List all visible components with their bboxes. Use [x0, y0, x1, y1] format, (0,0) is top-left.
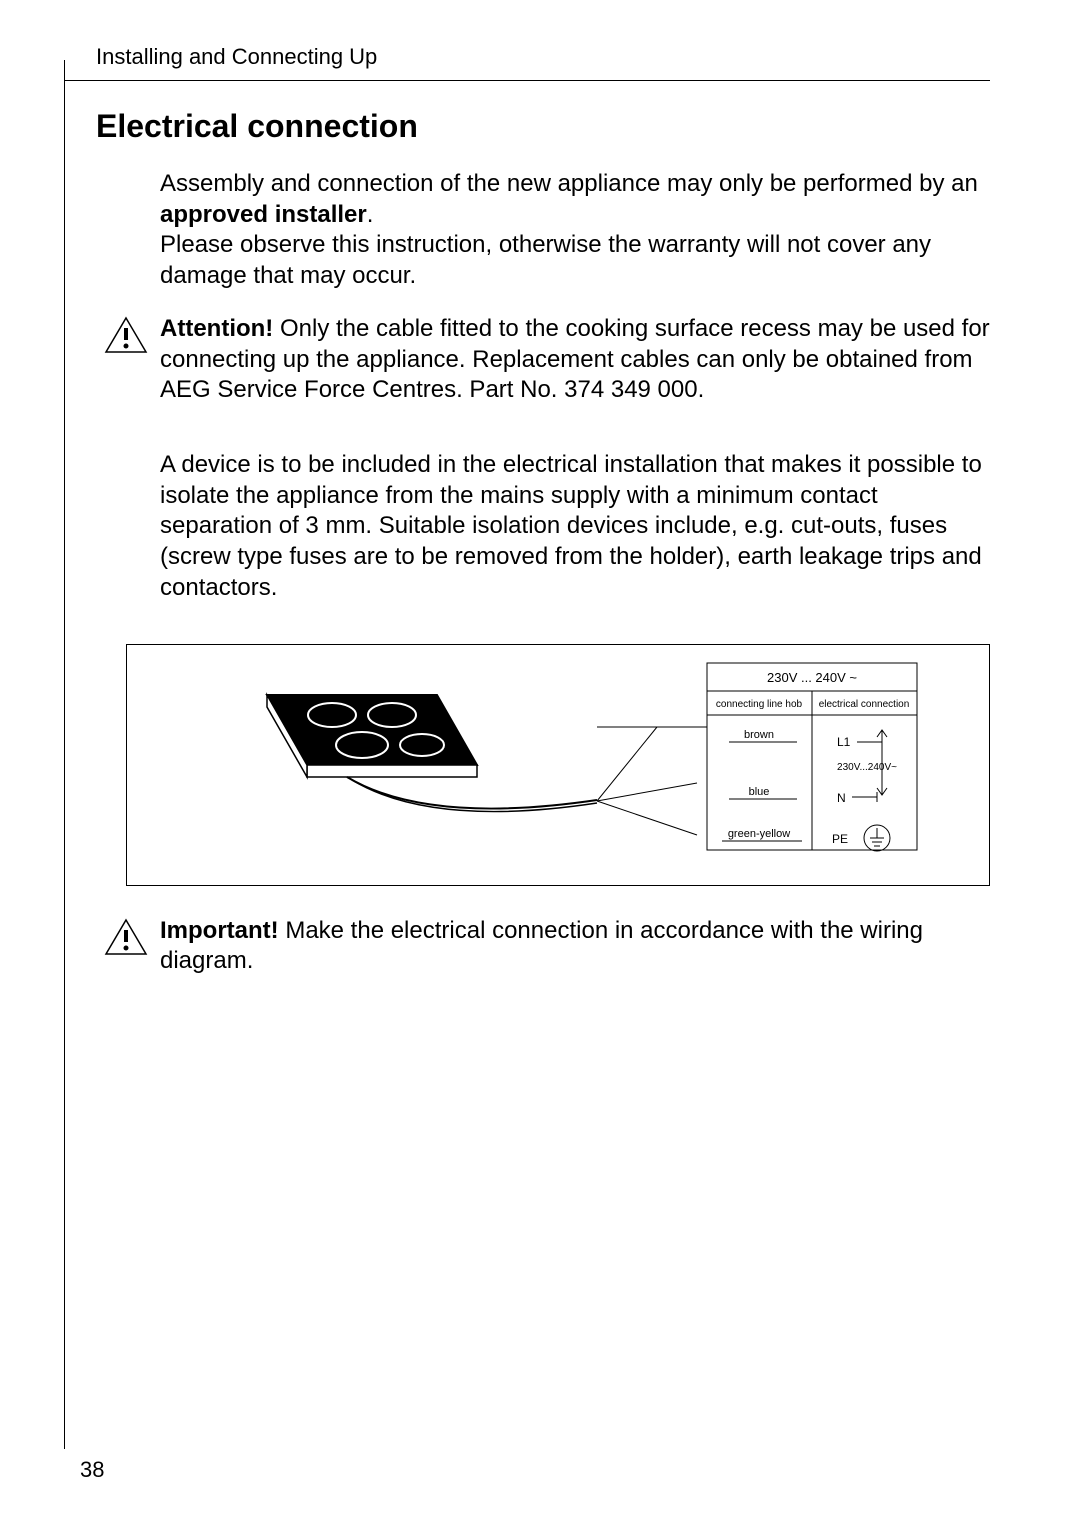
- intro-line2: Please observe this instruction, otherwi…: [160, 231, 931, 289]
- important-text: Important! Make the electrical connectio…: [160, 916, 990, 977]
- vertical-rule: [64, 60, 65, 1449]
- section-title: Electrical connection: [96, 108, 990, 145]
- attention-label: Attention!: [160, 315, 273, 342]
- intro-pre: Assembly and connection of the new appli…: [160, 170, 978, 197]
- wiring-diagram: 230V ... 240V ~ connecting line hob elec…: [126, 644, 990, 886]
- warning-icon: [104, 316, 148, 359]
- voltage-header: 230V ... 240V ~: [767, 670, 857, 685]
- col2-label: electrical connection: [819, 699, 910, 710]
- sub-voltage: 230V...240V~: [837, 762, 897, 773]
- intro-post: .: [367, 201, 374, 228]
- terminal-PE: PE: [832, 832, 848, 846]
- attention-body: Only the cable fitted to the cooking sur…: [160, 315, 990, 403]
- connection-table: 230V ... 240V ~ connecting line hob elec…: [707, 663, 917, 851]
- attention-text: Attention! Only the cable fitted to the …: [160, 314, 990, 406]
- isolation-paragraph: A device is to be included in the electr…: [160, 450, 990, 604]
- page-content: Electrical connection Assembly and conne…: [96, 108, 990, 977]
- page-number: 38: [80, 1457, 104, 1483]
- col1-label: connecting line hob: [716, 699, 803, 710]
- warning-icon: [104, 918, 148, 961]
- wiring-diagram-svg: 230V ... 240V ~ connecting line hob elec…: [127, 645, 989, 885]
- hob-illustration: [267, 695, 707, 835]
- wire-green-yellow: green-yellow: [728, 828, 790, 840]
- terminal-N: N: [837, 791, 846, 805]
- intro-paragraph: Assembly and connection of the new appli…: [160, 169, 990, 292]
- important-block: Important! Make the electrical connectio…: [96, 916, 990, 977]
- wire-brown: brown: [744, 729, 774, 741]
- manual-page: Installing and Connecting Up Electrical …: [0, 0, 1080, 1529]
- horizontal-rule: [64, 80, 990, 81]
- wire-blue: blue: [749, 786, 770, 798]
- attention-block: Attention! Only the cable fitted to the …: [96, 314, 990, 406]
- terminal-L1: L1: [837, 735, 851, 749]
- intro-bold: approved installer: [160, 201, 367, 228]
- important-label: Important!: [160, 917, 279, 944]
- page-header: Installing and Connecting Up: [96, 44, 990, 70]
